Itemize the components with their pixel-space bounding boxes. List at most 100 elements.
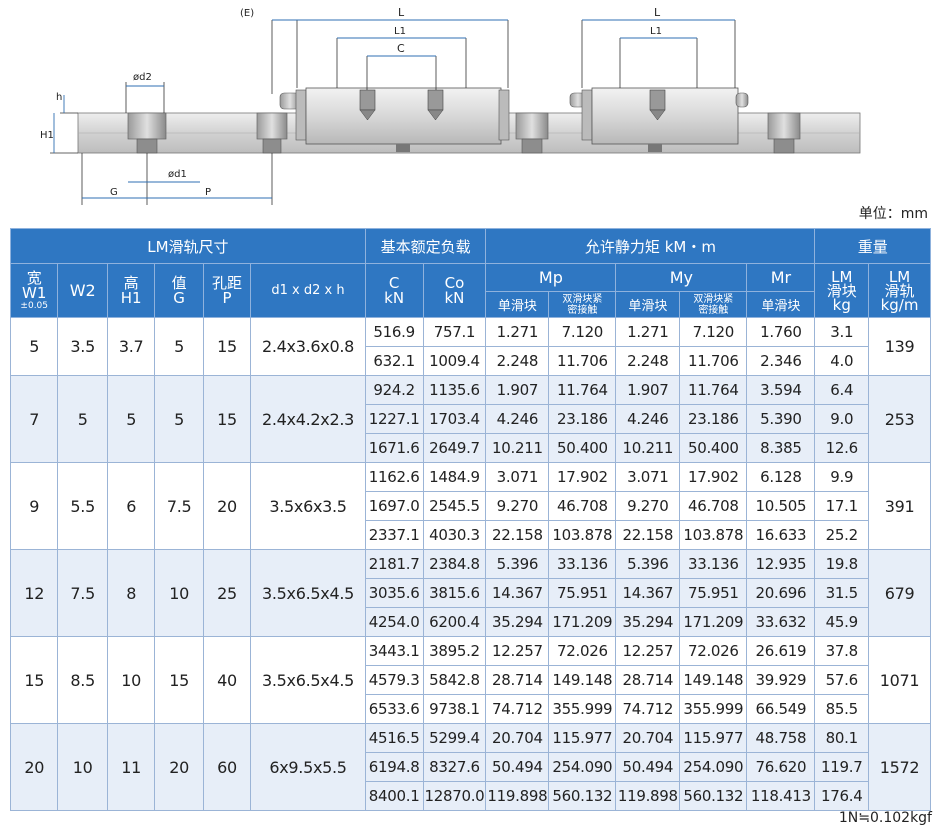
cell-value: 4.0 [814, 346, 870, 376]
header-lm-block: LM 滑块 kg [814, 263, 870, 318]
cell-value: 254.090 [548, 752, 617, 782]
cell-value: 50.494 [615, 752, 681, 782]
cell-p: 15 [202, 317, 252, 376]
cell-rail-weight: 1071 [868, 636, 931, 724]
cell-value: 72.026 [548, 636, 617, 666]
cell-value: 176.4 [814, 781, 870, 811]
cell-dxh: 3.5x6.5x4.5 [250, 636, 366, 724]
header-w2: W2 [57, 263, 108, 318]
cell-value: 3443.1 [364, 636, 424, 666]
header-moment-group: 允许静力矩 kM・m [485, 228, 816, 264]
rail-bolts [127, 112, 801, 154]
cell-value: 10.211 [615, 433, 681, 463]
table-row: 2337.1 4030.3 22.158 103.878 22.158 103.878 16… [11, 520, 931, 550]
cell-value: 1.760 [746, 317, 816, 347]
cell-value: 4254.0 [364, 607, 424, 637]
cell-value: 33.136 [679, 549, 748, 579]
cell-p: 60 [202, 723, 252, 811]
table-row: 1671.6 2649.7 10.211 50.400 10.211 50.400 8.38… [11, 433, 931, 463]
cell-rail-weight: 391 [868, 462, 931, 550]
cell-value: 19.8 [814, 549, 870, 579]
cell-value: 1671.6 [364, 433, 424, 463]
cell-w1: 7 [9, 375, 59, 463]
cell-value: 20.696 [746, 578, 816, 608]
cell-value: 6533.6 [364, 694, 424, 724]
header-dxh: d1 x d2 x h [250, 263, 366, 318]
cell-w1: 9 [9, 462, 59, 550]
cell-g: 15 [154, 636, 204, 724]
label-d1: ød1 [168, 169, 187, 180]
cell-value: 31.5 [814, 578, 870, 608]
table-row: 3035.6 3815.6 14.367 75.951 14.367 75.951 20.6… [11, 578, 931, 608]
cell-value: 8400.1 [364, 781, 424, 811]
cell-value: 757.1 [422, 317, 487, 347]
cell-value: 16.633 [746, 520, 816, 550]
cell-value: 50.400 [548, 433, 617, 463]
cell-value: 10.505 [746, 491, 816, 521]
cell-w2: 8.5 [57, 636, 108, 724]
cell-value: 1.907 [615, 375, 681, 405]
header-load-group: 基本额定负载 [364, 228, 487, 264]
cell-value: 9.0 [814, 404, 870, 434]
cell-value: 1697.0 [364, 491, 424, 521]
table-row: 5 3.5 3.7 5 15 2.4x3.6x0.8 516.9 757.1 1.271 7.12… [9, 317, 931, 376]
cell-value: 2545.5 [422, 491, 487, 521]
table-row: 4579.3 5842.8 28.714 149.148 28.714 149.148 39… [11, 665, 931, 695]
size-group-15: 15 8.5 10 15 40 3.5x6.5x4.5 3443.1 3895.2 12.257… [9, 636, 931, 724]
cell-value: 17.902 [548, 462, 617, 492]
cell-value: 45.9 [814, 607, 870, 637]
cell-value: 14.367 [615, 578, 681, 608]
cell-h1: 11 [106, 723, 156, 811]
table-row: 6533.6 9738.1 74.712 355.999 74.712 355.999 66… [11, 694, 931, 724]
cell-value: 5.390 [746, 404, 816, 434]
cell-rail-weight: 139 [868, 317, 931, 376]
header-mr-single: 单滑块 [746, 291, 816, 318]
cell-value: 115.977 [679, 723, 748, 753]
table-row: 7 5 5 5 15 2.4x4.2x2.3 924.2 1135.6 1.907 11.764 1… [9, 375, 931, 463]
cell-value: 3895.2 [422, 636, 487, 666]
cell-value: 28.714 [615, 665, 681, 695]
cell-value: 7.120 [548, 317, 617, 347]
cell-value: 35.294 [485, 607, 550, 637]
table-row: 632.1 1009.4 2.248 11.706 2.248 11.706 2.346 4.… [11, 346, 931, 376]
cell-w1: 5 [9, 317, 59, 376]
cell-value: 171.209 [548, 607, 617, 637]
cell-value: 118.413 [746, 781, 816, 811]
cell-value: 25.2 [814, 520, 870, 550]
cell-value: 12.257 [615, 636, 681, 666]
cell-value: 560.132 [548, 781, 617, 811]
cell-value: 72.026 [679, 636, 748, 666]
cell-p: 40 [202, 636, 252, 724]
label-c: C [397, 42, 405, 55]
cell-w1: 15 [9, 636, 59, 724]
left-slider-block [279, 87, 510, 152]
cell-w2: 5.5 [57, 462, 108, 550]
header-mp-single: 单滑块 [485, 291, 550, 318]
cell-value: 2337.1 [364, 520, 424, 550]
cell-p: 20 [202, 462, 252, 550]
cell-value: 23.186 [679, 404, 748, 434]
cell-value: 17.902 [679, 462, 748, 492]
cell-h1: 10 [106, 636, 156, 724]
cell-rail-weight: 1572 [868, 723, 931, 811]
cell-value: 50.400 [679, 433, 748, 463]
cell-value: 10.211 [485, 433, 550, 463]
cell-value: 9.9 [814, 462, 870, 492]
table-row: 12 7.5 8 10 25 3.5x6.5x4.5 2181.7 2384.8 5.396 33… [9, 549, 931, 637]
cell-value: 4.246 [615, 404, 681, 434]
cell-value: 3.1 [814, 317, 870, 347]
cell-value: 3.071 [485, 462, 550, 492]
label-l-left: L [398, 6, 405, 19]
cell-dxh: 2.4x3.6x0.8 [250, 317, 366, 376]
cell-value: 46.708 [679, 491, 748, 521]
cell-value: 1703.4 [422, 404, 487, 434]
table-row: 20 10 11 20 60 6x9.5x5.5 4516.5 5299.4 20.704 115… [9, 723, 931, 811]
cell-value: 85.5 [814, 694, 870, 724]
label-g: G [110, 187, 118, 198]
table-row: 1227.1 1703.4 4.246 23.186 4.246 23.186 5.390 9… [11, 404, 931, 434]
table-row: 15 8.5 10 15 40 3.5x6.5x4.5 3443.1 3895.2 12.257… [9, 636, 931, 724]
size-group-5: 5 3.5 3.7 5 15 2.4x3.6x0.8 516.9 757.1 1.271 7.12… [9, 317, 931, 376]
cell-value: 20.704 [615, 723, 681, 753]
